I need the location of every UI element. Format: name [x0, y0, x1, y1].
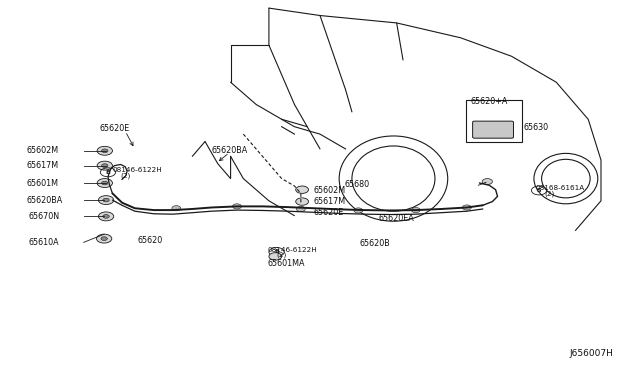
- Text: 65670N: 65670N: [29, 212, 60, 221]
- Text: 65630: 65630: [523, 123, 548, 132]
- Circle shape: [97, 179, 113, 187]
- Text: 65620+A: 65620+A: [470, 97, 508, 106]
- Text: 65620E: 65620E: [314, 208, 344, 217]
- Text: B: B: [106, 170, 111, 175]
- Circle shape: [463, 205, 471, 210]
- Text: 65602M: 65602M: [314, 186, 346, 195]
- Circle shape: [232, 204, 241, 209]
- Text: 65680: 65680: [344, 180, 369, 189]
- Circle shape: [482, 179, 492, 185]
- Text: J656007H: J656007H: [570, 349, 614, 358]
- Text: 65617M: 65617M: [26, 161, 58, 170]
- Circle shape: [102, 181, 108, 185]
- Circle shape: [102, 149, 108, 153]
- Text: 65620EA: 65620EA: [379, 214, 415, 223]
- Circle shape: [97, 146, 113, 155]
- Circle shape: [102, 164, 108, 167]
- Text: (2): (2): [121, 172, 131, 179]
- Text: 08168-6161A: 08168-6161A: [536, 185, 585, 191]
- Text: 65620: 65620: [138, 236, 163, 246]
- Text: 65620B: 65620B: [360, 239, 390, 248]
- Text: B: B: [274, 250, 279, 254]
- Text: 65620E: 65620E: [100, 124, 130, 133]
- Text: 65617M: 65617M: [314, 197, 346, 206]
- Circle shape: [103, 198, 109, 202]
- Circle shape: [296, 206, 305, 212]
- Circle shape: [103, 215, 109, 218]
- Circle shape: [97, 234, 112, 243]
- Circle shape: [99, 196, 114, 205]
- Circle shape: [101, 237, 108, 240]
- Circle shape: [354, 208, 363, 213]
- Text: 65601MA: 65601MA: [268, 259, 305, 267]
- Circle shape: [412, 208, 420, 213]
- Circle shape: [97, 161, 113, 170]
- Text: 65602M: 65602M: [26, 146, 58, 155]
- Circle shape: [296, 186, 308, 193]
- Text: (2): (2): [276, 252, 287, 258]
- Text: S: S: [537, 188, 541, 193]
- FancyBboxPatch shape: [472, 121, 513, 138]
- Circle shape: [269, 253, 282, 260]
- Text: 65601M: 65601M: [26, 179, 58, 187]
- Text: (2): (2): [545, 190, 555, 197]
- Bar: [466, 100, 522, 142]
- Text: 65620BA: 65620BA: [211, 146, 248, 155]
- Text: 08146-6122H: 08146-6122H: [268, 247, 317, 253]
- Circle shape: [172, 206, 180, 211]
- Circle shape: [99, 212, 114, 221]
- Circle shape: [296, 198, 308, 205]
- Text: 65620BA: 65620BA: [26, 196, 63, 205]
- Text: 08146-6122H: 08146-6122H: [113, 167, 162, 173]
- Text: 65610A: 65610A: [29, 238, 60, 247]
